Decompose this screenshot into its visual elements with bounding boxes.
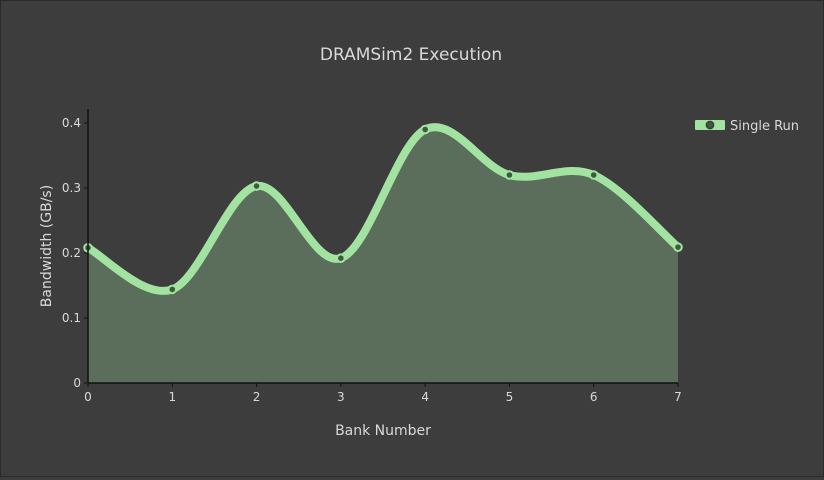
x-tick-label: 4	[421, 390, 429, 404]
y-tick-label: 0	[73, 376, 81, 390]
area-fill	[88, 127, 678, 383]
x-tick-label: 1	[168, 390, 176, 404]
data-point-4[interactable]	[420, 124, 430, 135]
data-point-1[interactable]	[167, 284, 178, 295]
legend-marker	[705, 120, 715, 130]
x-tick-label: 3	[337, 390, 345, 404]
data-point-2[interactable]	[251, 181, 262, 191]
plot-area	[83, 109, 683, 384]
y-tick-label: 0.2	[62, 246, 81, 260]
x-tick-label: 5	[506, 390, 514, 404]
y-tick-label: 0.3	[62, 181, 81, 195]
data-markers	[83, 124, 683, 295]
legend[interactable]: Single Run	[695, 119, 799, 134]
data-point-7[interactable]	[673, 242, 683, 252]
x-axis-label: Bank Number	[335, 423, 431, 439]
y-axis-ticks: 0 0.1 0.2 0.3 0.4	[62, 116, 88, 390]
x-tick-label: 0	[84, 390, 92, 404]
chart-title: DRAMSim2 Execution	[320, 45, 502, 65]
y-tick-label: 0.1	[62, 311, 81, 325]
data-point-3[interactable]	[336, 253, 346, 264]
y-tick-label: 0.4	[62, 116, 81, 130]
x-tick-label: 6	[590, 390, 598, 404]
data-point-6[interactable]	[588, 170, 599, 180]
x-axis-ticks: 0 1 2 3 4 5 6 7	[84, 383, 682, 404]
y-axis-label: Bandwidth (GB/s)	[39, 185, 55, 307]
legend-item-single-run: Single Run	[730, 119, 799, 134]
x-tick-label: 2	[253, 390, 261, 404]
series-line-single-run	[84, 123, 682, 295]
x-tick-label: 7	[674, 390, 682, 404]
data-point-5[interactable]	[504, 170, 515, 180]
